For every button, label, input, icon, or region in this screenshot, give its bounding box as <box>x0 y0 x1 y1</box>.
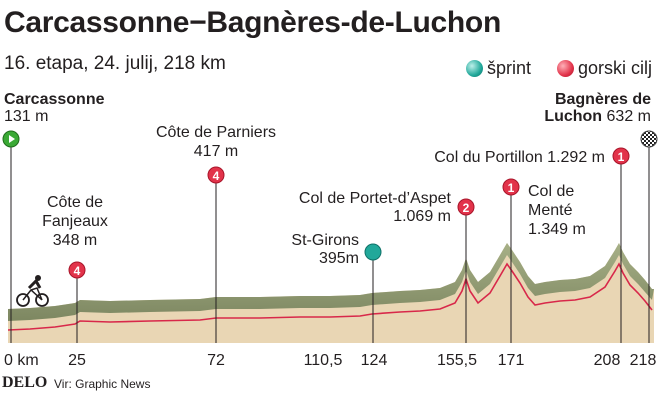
km-label-110-5: 110,5 <box>304 352 343 369</box>
sprint-marker-icon <box>466 60 483 77</box>
finish-name-line2-group: Luchon 632 m <box>544 108 651 125</box>
finish-name-line2: Luchon <box>544 108 602 125</box>
finish-name-line1: Bagnères de <box>555 91 651 108</box>
parniers-label-line1: Côte de Parniers <box>156 124 276 141</box>
legend-kom: gorski cilj <box>557 58 652 79</box>
kom-marker-icon <box>557 60 574 77</box>
kom-category-parniers: 4 <box>213 169 220 183</box>
sprint-marker-stgirons <box>364 243 382 261</box>
legend-sprint-label: šprint <box>487 58 532 78</box>
kom-category-portet: 2 <box>463 201 470 215</box>
kom-marker-portillon: 1 <box>612 147 630 165</box>
km-label-25: 25 <box>68 352 86 369</box>
finish-elevation: 632 m <box>607 108 651 125</box>
kom-marker-portet: 2 <box>457 198 475 216</box>
kom-marker-mente: 1 <box>502 178 520 196</box>
parniers-label-line2: 417 m <box>194 143 238 160</box>
km-label-218: 218 <box>630 352 657 369</box>
mente-label-line3: 1.349 m <box>528 221 586 238</box>
kom-marker-fanjeaux: 4 <box>68 261 86 279</box>
portet-label-line2: 1.069 m <box>393 208 451 225</box>
portillon-label: Col du Portillon 1.292 m <box>434 149 605 166</box>
stage-subtitle: 16. etapa, 24. julij, 218 km <box>4 53 226 74</box>
stgirons-label-line2: 395m <box>319 250 359 267</box>
terrain-top-band <box>8 243 654 321</box>
fanjeaux-label-line2: Fanjeaux <box>42 213 108 230</box>
fanjeaux-label-line1: Côte de <box>47 194 103 211</box>
portet-label-line1: Col de Portet-d’Aspet <box>299 190 452 207</box>
legend-kom-label: gorski cilj <box>578 58 653 78</box>
source-credit: Vir: Graphic News <box>54 377 151 391</box>
kom-marker-parniers: 4 <box>207 166 225 184</box>
route-line <box>7 262 653 331</box>
svg-text:Luchon 632 m: Luchon 632 m <box>544 108 651 125</box>
stage-title: Carcassonne−Bagnères-de-Luchon <box>4 6 501 39</box>
start-elevation: 131 m <box>4 108 48 125</box>
kom-category-fanjeaux: 4 <box>74 264 81 278</box>
cyclist-icon <box>16 275 49 307</box>
legend-sprint: šprint <box>466 58 531 79</box>
finish-flag-icon <box>640 130 658 148</box>
brand-logo: DELO <box>2 374 48 391</box>
start-marker-icon <box>2 130 20 148</box>
fanjeaux-label-line3: 348 m <box>53 232 97 249</box>
km-label-155-5: 155,5 <box>437 352 477 369</box>
km-label-208: 208 <box>594 352 621 369</box>
km-label-124: 124 <box>361 352 388 369</box>
kom-category-mente: 1 <box>508 181 515 195</box>
km-label-72: 72 <box>207 352 225 369</box>
km-label-171: 171 <box>498 352 525 369</box>
kom-category-portillon: 1 <box>618 150 625 164</box>
km-label-0: 0 km <box>4 352 39 369</box>
mente-label-line2: Menté <box>528 202 573 219</box>
mente-label-line1: Col de <box>528 183 574 200</box>
stgirons-label-line1: St-Girons <box>291 232 359 249</box>
start-name: Carcassonne <box>4 91 105 108</box>
